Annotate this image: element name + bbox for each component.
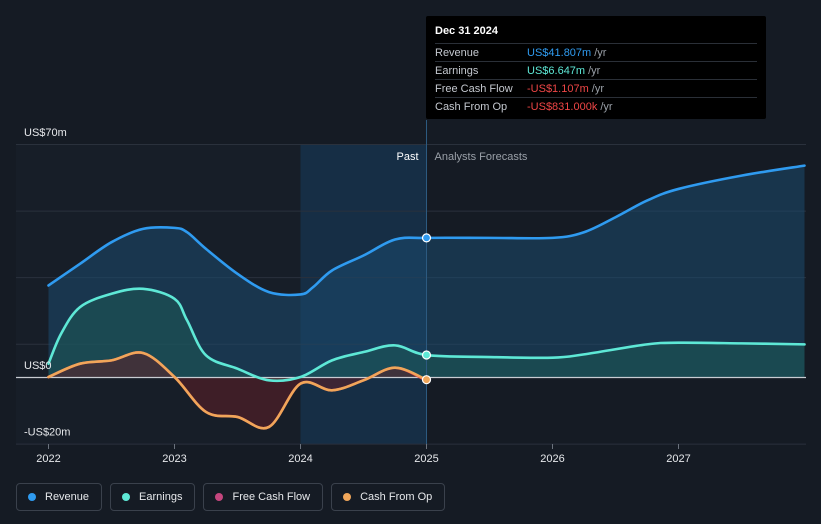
x-tick-label: 2023 (162, 453, 186, 465)
legend-item-revenue[interactable]: Revenue (16, 483, 102, 511)
legend-dot-icon (215, 493, 223, 501)
legend-item-earnings[interactable]: Earnings (110, 483, 195, 511)
hover-tooltip: Dec 31 2024 Revenue US$41.807m /yr Earni… (426, 16, 766, 119)
legend-item-free-cash-flow[interactable]: Free Cash Flow (203, 483, 323, 511)
tooltip-row-cash-from-op: Cash From Op -US$831.000k /yr (435, 97, 757, 115)
y-tick-label: US$0 (24, 360, 52, 372)
tooltip-value: -US$831.000k (527, 101, 597, 113)
forecast-label: Analysts Forecasts (435, 151, 528, 163)
tooltip-label: Free Cash Flow (435, 83, 527, 95)
tooltip-label: Cash From Op (435, 101, 527, 113)
legend-label: Revenue (45, 491, 89, 503)
x-tick-label: 2026 (540, 453, 564, 465)
legend-item-cash-from-op[interactable]: Cash From Op (331, 483, 445, 511)
tooltip-label: Revenue (435, 47, 527, 59)
tooltip-unit: /yr (592, 83, 604, 95)
y-tick-label: US$70m (24, 127, 67, 139)
tooltip-value: US$6.647m (527, 65, 585, 77)
y-tick-label: -US$20m (24, 427, 70, 439)
x-tick-label: 2024 (288, 453, 312, 465)
tooltip-unit: /yr (588, 65, 600, 77)
series-marker-revenue (423, 234, 431, 242)
past-label: Past (396, 151, 418, 163)
legend-dot-icon (28, 493, 36, 501)
series-marker-cash-from-op (423, 376, 431, 384)
tooltip-unit: /yr (600, 101, 612, 113)
x-tick-label: 2027 (666, 453, 690, 465)
tooltip-row-earnings: Earnings US$6.647m /yr (435, 61, 757, 79)
series-marker-earnings (423, 351, 431, 359)
x-tick-label: 2022 (36, 453, 60, 465)
tooltip-value: US$41.807m (527, 47, 591, 59)
legend-dot-icon (343, 493, 351, 501)
x-tick-label: 2025 (414, 453, 438, 465)
chart-legend: Revenue Earnings Free Cash Flow Cash Fro… (16, 483, 445, 511)
tooltip-value: -US$1.107m (527, 83, 589, 95)
tooltip-label: Earnings (435, 65, 527, 77)
legend-label: Free Cash Flow (232, 491, 310, 503)
tooltip-row-revenue: Revenue US$41.807m /yr (435, 43, 757, 61)
tooltip-date: Dec 31 2024 (435, 24, 757, 38)
tooltip-row-free-cash-flow: Free Cash Flow -US$1.107m /yr (435, 79, 757, 97)
legend-dot-icon (122, 493, 130, 501)
tooltip-unit: /yr (594, 47, 606, 59)
legend-label: Earnings (139, 491, 182, 503)
legend-label: Cash From Op (360, 491, 432, 503)
